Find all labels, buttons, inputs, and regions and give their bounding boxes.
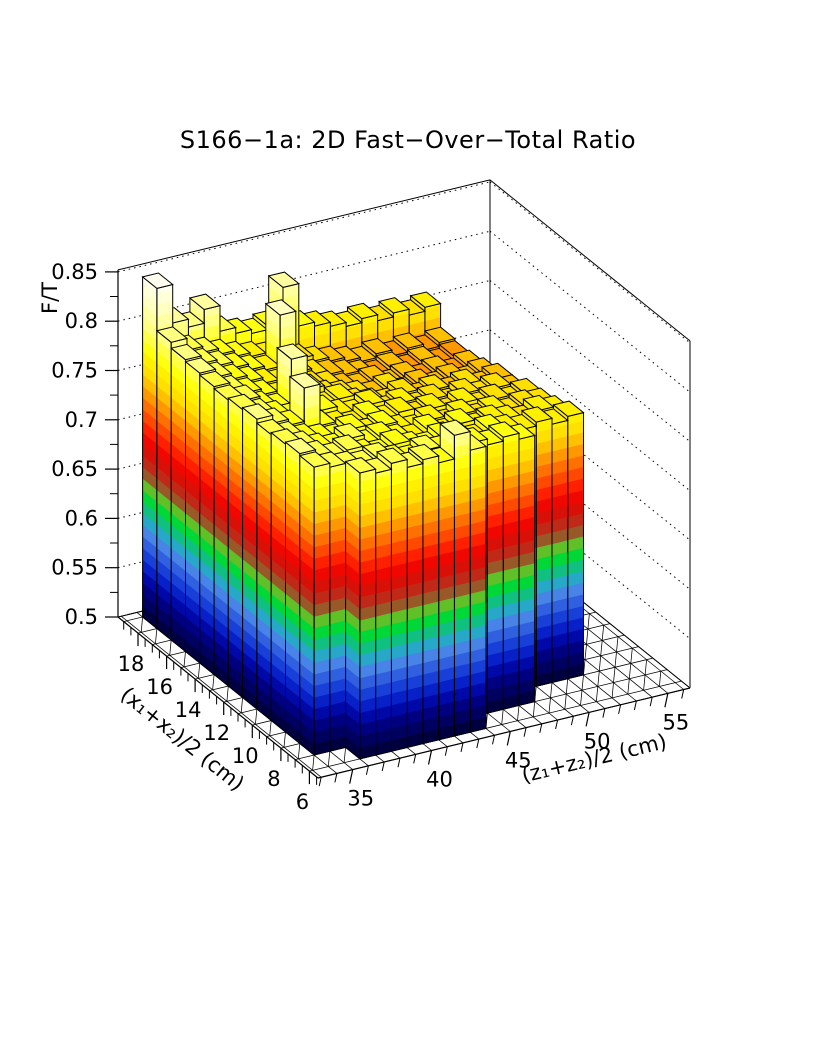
x-tick-label: 8 — [267, 767, 280, 791]
chart-title: S166−1a: 2D Fast−Over−Total Ratio — [0, 126, 816, 154]
value-tick-label: 0.65 — [51, 457, 98, 481]
x-tick-label: 18 — [118, 652, 145, 676]
x-tick-label: 6 — [296, 790, 309, 814]
x-tick-label: 14 — [175, 698, 202, 722]
value-axis-title: F/T — [38, 282, 62, 314]
value-tick-label: 0.5 — [65, 605, 98, 629]
z-tick-label: 55 — [663, 710, 690, 734]
value-tick-label: 0.7 — [65, 408, 98, 432]
x-tick-label: 10 — [232, 744, 259, 768]
x-tick-label: 16 — [146, 675, 173, 699]
histogram-bars — [141, 271, 585, 760]
value-axis: 0.5 0.55 0.6 0.65 0.7 0.75 0.8 0.85F/T — [38, 260, 119, 629]
z-tick-label: 40 — [426, 768, 453, 792]
z-tick-label: 45 — [505, 749, 532, 773]
value-tick-label: 0.8 — [65, 309, 98, 333]
value-tick-label: 0.6 — [65, 506, 98, 530]
value-tick-label: 0.85 — [51, 260, 98, 284]
z-tick-label: 35 — [347, 787, 374, 811]
value-tick-label: 0.75 — [51, 359, 98, 383]
value-tick-label: 0.55 — [51, 556, 98, 580]
z-tick-label: 50 — [584, 729, 611, 753]
x-tick-label: 12 — [203, 721, 230, 745]
